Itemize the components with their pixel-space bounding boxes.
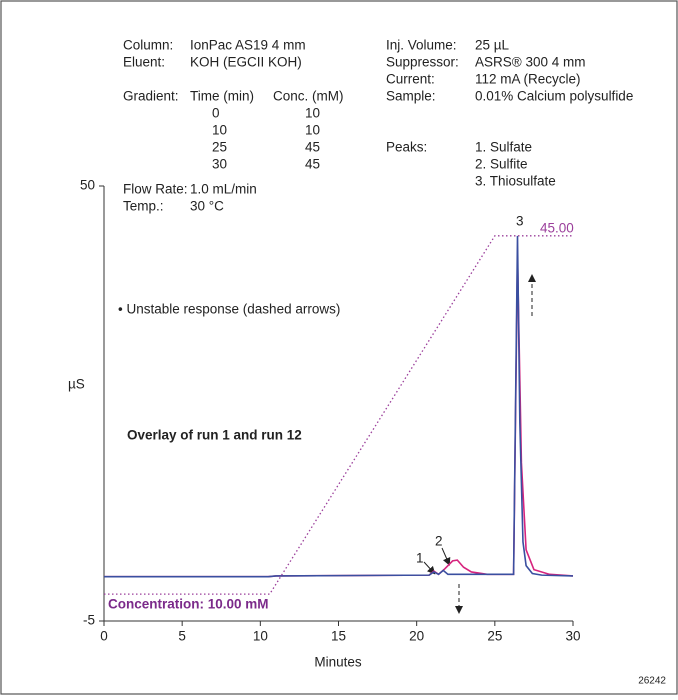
x-tick-label: 15 <box>331 629 346 644</box>
peak-arrow <box>423 561 436 575</box>
condition-value: 112 mA (Recycle) <box>475 72 581 87</box>
gradient-label: Gradient: <box>123 89 179 104</box>
gradient-cell: 10 <box>212 123 227 138</box>
condition-value: 1.0 mL/min <box>190 182 257 197</box>
x-tick-label: 25 <box>487 629 502 644</box>
gradient-header: Conc. (mM) <box>273 89 344 104</box>
gradient-cell: 30 <box>212 157 227 172</box>
peak-label: 3 <box>516 214 524 229</box>
x-axis-label: Minutes <box>314 655 362 670</box>
condition-label: Flow Rate: <box>123 182 188 197</box>
condition-value: KOH (EGCII KOH) <box>190 55 302 70</box>
condition-label: Current: <box>386 72 435 87</box>
condition-label: Suppressor: <box>386 55 459 70</box>
condition-value: 0.01% Calcium polysulfide <box>475 89 633 104</box>
condition-value: IonPac AS19 4 mm <box>190 38 306 53</box>
condition-label: Sample: <box>386 89 436 104</box>
peak-label: 2 <box>435 534 443 549</box>
gradient-line <box>104 235 573 595</box>
peak-item: 1. Sulfate <box>475 140 532 155</box>
gradient-cell: 45 <box>305 157 320 172</box>
condition-value: ASRS® 300 4 mm <box>475 55 586 70</box>
gradient-cell: 10 <box>305 106 320 121</box>
x-tick-label: 20 <box>409 629 424 644</box>
gradient-cell: 0 <box>212 106 220 121</box>
concentration-label: Concentration: 10.00 mM <box>108 597 269 612</box>
condition-label: Inj. Volume: <box>386 38 457 53</box>
x-tick-label: 30 <box>565 629 580 644</box>
gradient-cell: 25 <box>212 140 227 155</box>
peak-item: 3. Thiosulfate <box>475 174 556 189</box>
gradient-header: Time (min) <box>190 89 254 104</box>
y-tick-label: -5 <box>83 613 95 628</box>
concentration-end: 45.00 <box>540 221 574 236</box>
figure-id: 26242 <box>638 676 666 687</box>
gradient-cell: 45 <box>305 140 320 155</box>
note: • Unstable response (dashed arrows) <box>118 302 340 317</box>
peak-label: 1 <box>416 551 424 566</box>
y-axis-label: µS <box>68 377 85 392</box>
condition-value: 30 °C <box>190 199 224 214</box>
condition-value: 25 µL <box>475 38 510 53</box>
overlay-note: Overlay of run 1 and run 12 <box>127 428 302 443</box>
x-tick-label: 5 <box>178 629 186 644</box>
condition-label: Eluent: <box>123 55 165 70</box>
x-tick-label: 10 <box>253 629 268 644</box>
peak-arrow <box>441 547 451 566</box>
condition-label: Temp.: <box>123 199 164 214</box>
chromatogram-line <box>104 235 574 578</box>
condition-label: Column: <box>123 38 173 53</box>
peaks-label: Peaks: <box>386 140 427 155</box>
y-tick-label: 50 <box>80 178 95 193</box>
gradient-cell: 10 <box>305 123 320 138</box>
peak-item: 2. Sulfite <box>475 157 528 172</box>
x-tick-label: 0 <box>100 629 108 644</box>
